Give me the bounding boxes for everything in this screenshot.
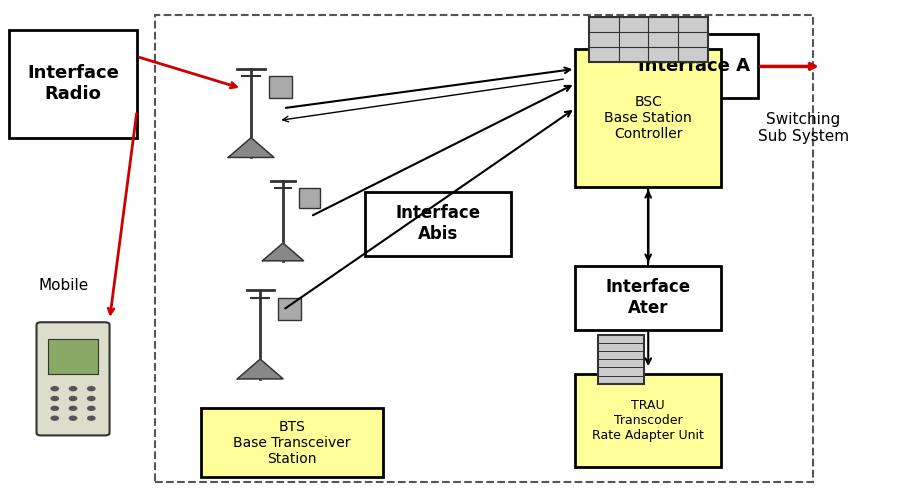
Circle shape <box>88 406 95 410</box>
Circle shape <box>69 387 77 391</box>
FancyBboxPatch shape <box>365 192 511 256</box>
Text: Mobile: Mobile <box>38 278 89 293</box>
Circle shape <box>88 416 95 420</box>
FancyBboxPatch shape <box>575 374 721 467</box>
FancyBboxPatch shape <box>575 49 721 187</box>
Circle shape <box>51 397 58 400</box>
FancyBboxPatch shape <box>575 266 721 330</box>
Circle shape <box>51 406 58 410</box>
Circle shape <box>69 406 77 410</box>
Text: Interface A: Interface A <box>638 58 750 75</box>
FancyBboxPatch shape <box>37 322 110 435</box>
Circle shape <box>51 416 58 420</box>
Text: BSC
Base Station
Controller: BSC Base Station Controller <box>604 95 692 141</box>
Polygon shape <box>237 359 283 379</box>
Text: Interface
Abis: Interface Abis <box>395 205 481 243</box>
Text: Interface
Ater: Interface Ater <box>605 278 691 317</box>
FancyBboxPatch shape <box>48 339 98 374</box>
FancyBboxPatch shape <box>269 76 292 98</box>
Circle shape <box>88 397 95 400</box>
Text: Switching
Sub System: Switching Sub System <box>758 112 849 144</box>
FancyBboxPatch shape <box>630 34 758 98</box>
Text: BTS
Base Transceiver
Station: BTS Base Transceiver Station <box>234 420 351 466</box>
Text: Interface
Radio: Interface Radio <box>27 64 119 103</box>
Polygon shape <box>262 243 303 261</box>
Circle shape <box>88 387 95 391</box>
FancyBboxPatch shape <box>589 17 708 62</box>
Polygon shape <box>228 138 274 157</box>
FancyBboxPatch shape <box>9 30 137 138</box>
Circle shape <box>69 397 77 400</box>
Circle shape <box>51 387 58 391</box>
FancyBboxPatch shape <box>201 408 383 477</box>
FancyBboxPatch shape <box>299 188 320 208</box>
Circle shape <box>69 416 77 420</box>
Text: TRAU
Transcoder
Rate Adapter Unit: TRAU Transcoder Rate Adapter Unit <box>593 399 704 442</box>
FancyBboxPatch shape <box>598 335 644 384</box>
FancyBboxPatch shape <box>278 298 301 320</box>
